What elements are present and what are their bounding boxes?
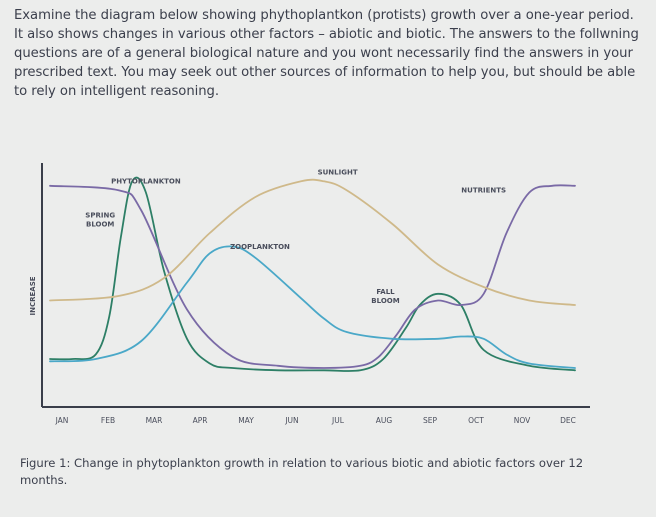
- series-line-sunlight: [49, 178, 576, 306]
- x-tick-label: OCT: [468, 416, 484, 425]
- x-tick-label: APR: [193, 416, 208, 425]
- annotation-label: FALL: [376, 288, 395, 296]
- x-tick-label: NOV: [514, 416, 531, 425]
- x-tick-label: AUG: [376, 416, 393, 425]
- annotation-label: BLOOM: [86, 220, 114, 228]
- x-tick-label: MAY: [238, 416, 254, 425]
- annotation-label: NUTRIENTS: [461, 187, 506, 195]
- figure-caption: Figure 1: Change in phytoplankton growth…: [20, 456, 584, 487]
- series-line-nutrients: [49, 184, 576, 369]
- x-tick-label: DEC: [560, 416, 576, 425]
- x-tick-label: FEB: [101, 416, 115, 425]
- y-axis-label: INCREASE: [29, 276, 37, 315]
- tick-layer: JAN FEB MAR APR MAY JUN JUL AUG SEP OCT NOV DEC: [55, 416, 576, 425]
- x-tick-label: MAR: [146, 416, 163, 425]
- intro-paragraph: Examine the diagram below showing phytho…: [14, 8, 639, 99]
- x-tick-label: SEP: [423, 416, 437, 425]
- annotation-label: BLOOM: [371, 297, 399, 305]
- annotation-label: PHYTOPLANKTON: [111, 178, 181, 186]
- series-layer: [49, 176, 576, 372]
- annotation-layer: PHYTOPLANKTONSUNLIGHTNUTRIENTSSPRINGBLOO…: [85, 169, 506, 305]
- annotation-label: SUNLIGHT: [318, 169, 358, 177]
- annotation-label: SPRING: [85, 211, 115, 219]
- series-line-phytoplankton: [49, 176, 576, 372]
- x-tick-label: JUL: [331, 416, 345, 425]
- phytoplankton-chart: PHYTOPLANKTONSUNLIGHTNUTRIENTSSPRINGBLOO…: [29, 163, 590, 425]
- x-tick-label: JAN: [55, 416, 69, 425]
- series-line-zooplankton: [49, 245, 576, 369]
- x-tick-label: JUN: [284, 416, 298, 425]
- annotation-label: ZOOPLANKTON: [230, 243, 290, 251]
